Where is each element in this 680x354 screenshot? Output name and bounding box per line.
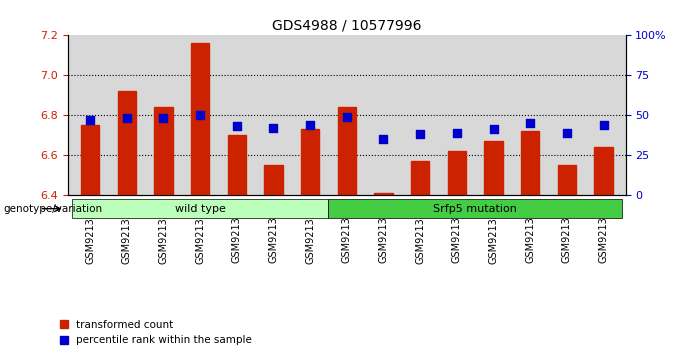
Title: GDS4988 / 10577996: GDS4988 / 10577996 xyxy=(272,19,422,33)
Bar xyxy=(447,151,466,195)
Bar xyxy=(191,43,209,195)
Bar xyxy=(374,193,392,195)
Point xyxy=(598,122,609,127)
Text: wild type: wild type xyxy=(175,204,226,214)
Bar xyxy=(301,129,320,195)
Point xyxy=(158,115,169,121)
Bar xyxy=(558,165,576,195)
Point xyxy=(415,131,426,137)
Point xyxy=(268,125,279,131)
Bar xyxy=(594,147,613,195)
Point xyxy=(194,112,205,118)
Bar xyxy=(484,141,503,195)
Bar xyxy=(411,161,429,195)
Bar xyxy=(521,131,539,195)
Bar xyxy=(81,125,99,195)
Point xyxy=(305,122,316,127)
Bar xyxy=(118,91,136,195)
Point xyxy=(378,136,389,142)
Bar xyxy=(338,107,356,195)
Legend: transformed count, percentile rank within the sample: transformed count, percentile rank withi… xyxy=(60,320,252,345)
Text: Srfp5 mutation: Srfp5 mutation xyxy=(433,204,517,214)
Point xyxy=(231,123,242,129)
Point xyxy=(452,130,462,135)
Text: genotype/variation: genotype/variation xyxy=(3,204,103,214)
Point xyxy=(121,115,132,121)
Bar xyxy=(228,135,246,195)
Point xyxy=(84,117,95,122)
Point xyxy=(488,127,499,132)
Point xyxy=(562,130,573,135)
Bar xyxy=(154,107,173,195)
Point xyxy=(341,114,352,119)
Bar xyxy=(265,165,283,195)
Point xyxy=(525,120,536,126)
